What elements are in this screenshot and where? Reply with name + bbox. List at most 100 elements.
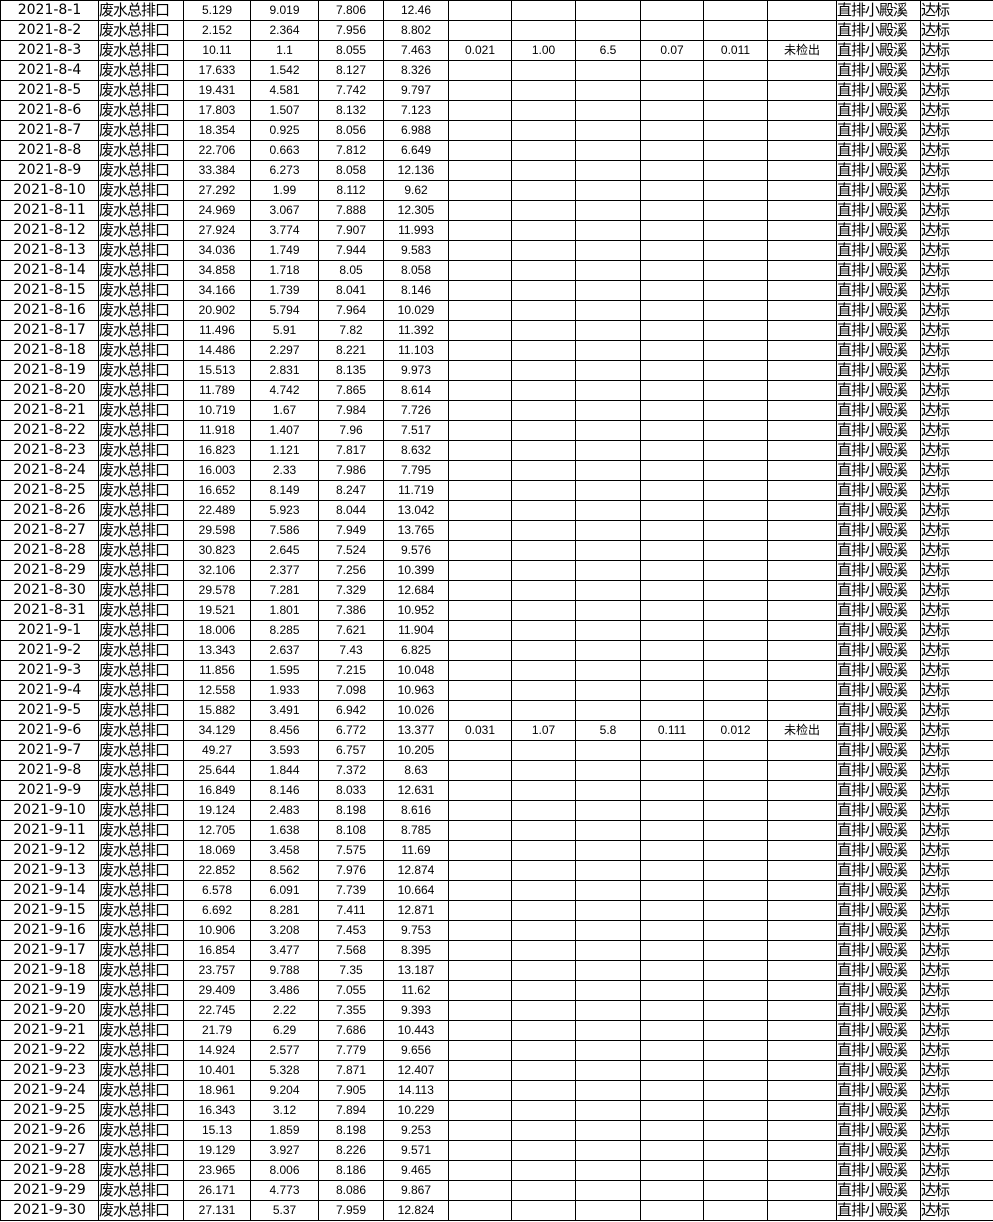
date-cell[interactable]: 2021-9-5 — [0, 700, 99, 721]
outlet-cell[interactable]: 废水总排口 — [98, 580, 184, 601]
ph-cell[interactable]: 7.568 — [318, 940, 384, 961]
value-cell-5[interactable] — [448, 0, 512, 21]
value-cell-6[interactable] — [511, 160, 576, 181]
value-cell-2[interactable]: 2.297 — [250, 340, 319, 361]
discharge-destination-cell[interactable]: 直排小殿溪 — [836, 500, 921, 521]
compliance-status-cell[interactable]: 达标 — [920, 380, 993, 401]
discharge-destination-cell[interactable]: 直排小殿溪 — [836, 460, 921, 481]
date-cell[interactable]: 2021-9-10 — [0, 800, 99, 821]
outlet-cell[interactable]: 废水总排口 — [98, 500, 184, 521]
compliance-status-cell[interactable]: 达标 — [920, 540, 993, 561]
discharge-destination-cell[interactable]: 直排小殿溪 — [836, 160, 921, 181]
discharge-destination-cell[interactable]: 直排小殿溪 — [836, 180, 921, 201]
value-cell-4[interactable]: 11.62 — [383, 980, 449, 1001]
detection-cell[interactable] — [767, 100, 837, 121]
value-cell-1[interactable]: 15.513 — [183, 360, 251, 381]
outlet-cell[interactable]: 废水总排口 — [98, 340, 184, 361]
value-cell-8[interactable] — [640, 900, 704, 921]
ph-cell[interactable]: 7.96 — [318, 420, 384, 441]
value-cell-5[interactable]: 0.031 — [448, 720, 512, 741]
value-cell-4[interactable]: 13.042 — [383, 500, 449, 521]
value-cell-6[interactable] — [511, 280, 576, 301]
value-cell-5[interactable]: 0.021 — [448, 40, 512, 61]
value-cell-4[interactable]: 9.253 — [383, 1120, 449, 1141]
ph-cell[interactable]: 7.806 — [318, 0, 384, 21]
value-cell-1[interactable]: 34.036 — [183, 240, 251, 261]
value-cell-4[interactable]: 11.103 — [383, 340, 449, 361]
value-cell-4[interactable]: 8.058 — [383, 260, 449, 281]
value-cell-9[interactable] — [703, 1100, 768, 1121]
value-cell-4[interactable]: 7.517 — [383, 420, 449, 441]
value-cell-1[interactable]: 11.496 — [183, 320, 251, 341]
value-cell-9[interactable] — [703, 1200, 768, 1221]
value-cell-5[interactable] — [448, 1020, 512, 1041]
value-cell-1[interactable]: 16.003 — [183, 460, 251, 481]
date-cell[interactable]: 2021-8-24 — [0, 460, 99, 481]
value-cell-7[interactable] — [575, 1040, 641, 1061]
value-cell-5[interactable] — [448, 680, 512, 701]
ph-cell[interactable]: 7.055 — [318, 980, 384, 1001]
value-cell-2[interactable]: 8.006 — [250, 1160, 319, 1181]
value-cell-1[interactable]: 24.969 — [183, 200, 251, 221]
detection-cell[interactable] — [767, 620, 837, 641]
outlet-cell[interactable]: 废水总排口 — [98, 20, 184, 41]
value-cell-9[interactable] — [703, 160, 768, 181]
value-cell-7[interactable] — [575, 680, 641, 701]
value-cell-2[interactable]: 1.739 — [250, 280, 319, 301]
value-cell-7[interactable] — [575, 180, 641, 201]
value-cell-9[interactable] — [703, 780, 768, 801]
date-cell[interactable]: 2021-9-6 — [0, 720, 99, 741]
value-cell-5[interactable] — [448, 940, 512, 961]
value-cell-1[interactable]: 16.854 — [183, 940, 251, 961]
value-cell-9[interactable] — [703, 860, 768, 881]
value-cell-8[interactable] — [640, 340, 704, 361]
value-cell-9[interactable] — [703, 1000, 768, 1021]
discharge-destination-cell[interactable]: 直排小殿溪 — [836, 0, 921, 21]
value-cell-4[interactable]: 11.993 — [383, 220, 449, 241]
detection-cell[interactable] — [767, 440, 837, 461]
compliance-status-cell[interactable]: 达标 — [920, 420, 993, 441]
value-cell-4[interactable]: 12.824 — [383, 1200, 449, 1221]
value-cell-6[interactable] — [511, 700, 576, 721]
value-cell-5[interactable] — [448, 540, 512, 561]
value-cell-9[interactable]: 0.012 — [703, 720, 768, 741]
value-cell-6[interactable] — [511, 780, 576, 801]
value-cell-6[interactable] — [511, 80, 576, 101]
detection-cell[interactable] — [767, 1100, 837, 1121]
value-cell-5[interactable] — [448, 780, 512, 801]
value-cell-6[interactable] — [511, 400, 576, 421]
value-cell-2[interactable]: 3.208 — [250, 920, 319, 941]
compliance-status-cell[interactable]: 达标 — [920, 300, 993, 321]
value-cell-8[interactable] — [640, 240, 704, 261]
detection-cell[interactable] — [767, 500, 837, 521]
date-cell[interactable]: 2021-8-1 — [0, 0, 99, 21]
value-cell-2[interactable]: 5.794 — [250, 300, 319, 321]
compliance-status-cell[interactable]: 达标 — [920, 660, 993, 681]
ph-cell[interactable]: 7.956 — [318, 20, 384, 41]
ph-cell[interactable]: 8.198 — [318, 800, 384, 821]
value-cell-4[interactable]: 12.305 — [383, 200, 449, 221]
value-cell-6[interactable]: 1.07 — [511, 720, 576, 741]
discharge-destination-cell[interactable]: 直排小殿溪 — [836, 80, 921, 101]
compliance-status-cell[interactable]: 达标 — [920, 60, 993, 81]
value-cell-6[interactable] — [511, 940, 576, 961]
value-cell-1[interactable]: 23.965 — [183, 1160, 251, 1181]
value-cell-9[interactable] — [703, 200, 768, 221]
value-cell-1[interactable]: 15.882 — [183, 700, 251, 721]
discharge-destination-cell[interactable]: 直排小殿溪 — [836, 280, 921, 301]
value-cell-2[interactable]: 9.788 — [250, 960, 319, 981]
ph-cell[interactable]: 7.575 — [318, 840, 384, 861]
detection-cell[interactable] — [767, 520, 837, 541]
value-cell-9[interactable] — [703, 360, 768, 381]
value-cell-2[interactable]: 2.483 — [250, 800, 319, 821]
value-cell-8[interactable] — [640, 360, 704, 381]
date-cell[interactable]: 2021-8-8 — [0, 140, 99, 161]
value-cell-9[interactable] — [703, 820, 768, 841]
detection-cell[interactable]: 未检出 — [767, 40, 837, 61]
value-cell-9[interactable] — [703, 260, 768, 281]
detection-cell[interactable] — [767, 900, 837, 921]
detection-cell[interactable] — [767, 220, 837, 241]
compliance-status-cell[interactable]: 达标 — [920, 820, 993, 841]
value-cell-6[interactable] — [511, 820, 576, 841]
value-cell-4[interactable]: 10.229 — [383, 1100, 449, 1121]
